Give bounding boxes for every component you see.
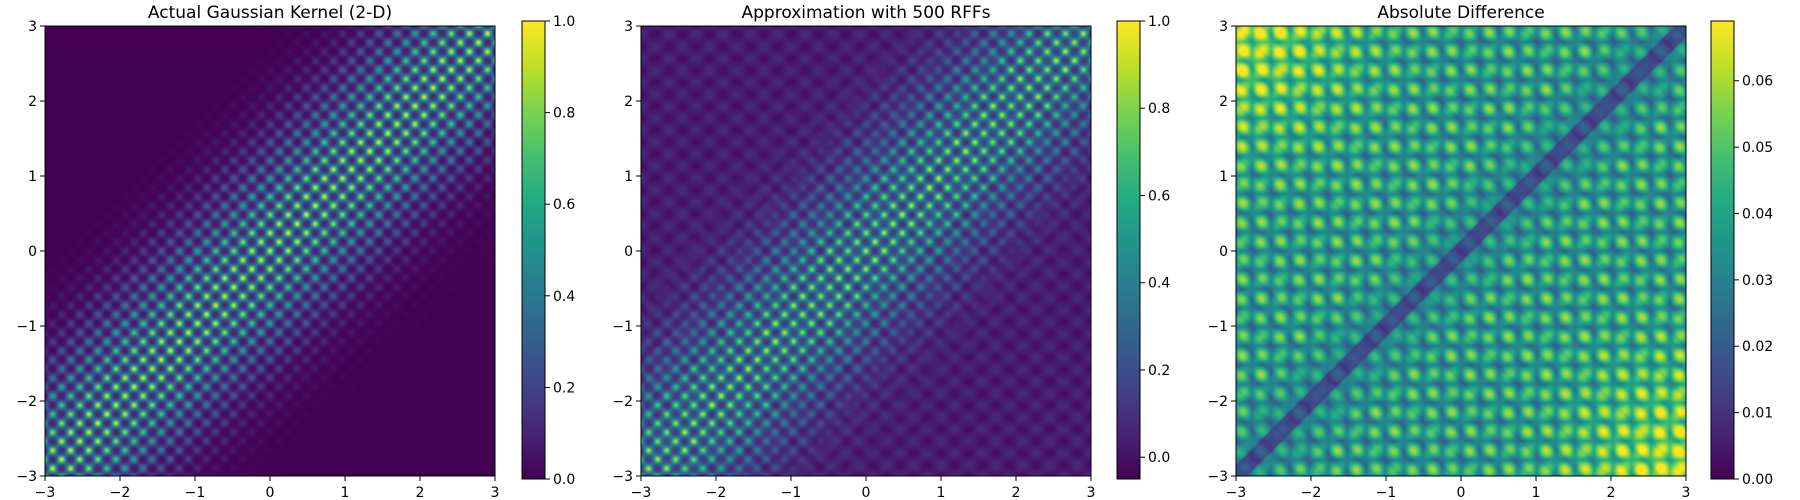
y-tick-label: 0 — [624, 244, 633, 260]
y-tick-label: −2 — [612, 394, 633, 410]
colorbar-tick-label: 1.0 — [553, 14, 575, 30]
chart-title: Actual Gaussian Kernel (2-D) — [148, 3, 392, 23]
colorbar-tick-label: 0.4 — [553, 289, 575, 305]
colorbar-tick-label: 0.01 — [1742, 406, 1773, 422]
chart-title: Absolute Difference — [1377, 3, 1544, 23]
y-tick-label: −3 — [612, 469, 633, 485]
y-tick-label: −1 — [1207, 319, 1228, 335]
x-tick-label: 3 — [491, 485, 500, 500]
colorbar-tick-label: 0.4 — [1148, 276, 1170, 292]
y-tick-label: −1 — [612, 319, 633, 335]
colorbar-tick-label: 0.2 — [1148, 363, 1170, 379]
colorbar-tick-label: 1.0 — [1148, 14, 1170, 30]
x-tick-label: 3 — [1682, 485, 1691, 500]
y-tick-label: −2 — [16, 394, 37, 410]
panel-3: Absolute Difference −3 −2 −1 0 1 2 3 −3 −2 −1 0 1 2 3 0… — [1207, 3, 1773, 500]
y-tick-label: 2 — [28, 94, 37, 110]
x-tick-label: 0 — [266, 485, 275, 500]
colorbar-tick-label: 0.05 — [1742, 140, 1773, 156]
panel-2: Approximation with 500 RFFs −3 −2 −1 0 1 2 3 −3 −… — [612, 3, 1170, 500]
colorbar-tick-label: 0.2 — [553, 380, 575, 396]
x-tick-label: 1 — [1532, 485, 1541, 500]
y-tick-label: −3 — [16, 469, 37, 485]
colorbar-tick-label: 0.0 — [1148, 450, 1170, 466]
y-tick-label: −2 — [1207, 394, 1228, 410]
colorbar — [1116, 20, 1141, 480]
x-tick-label: 2 — [1012, 485, 1021, 500]
colorbar-tick-label: 0.04 — [1742, 206, 1773, 222]
colorbar-tick-label: 0.06 — [1742, 74, 1773, 90]
y-tick-label: 3 — [624, 19, 633, 35]
colorbar — [521, 20, 546, 480]
y-tick-label: 3 — [1219, 19, 1228, 35]
colorbar-tick-label: 0.03 — [1742, 273, 1773, 289]
y-tick-label: 2 — [624, 94, 633, 110]
colorbar-tick-label: 0.00 — [1742, 472, 1773, 488]
panel-1: Actual Gaussian Kernel (2-D) −3 −2 −1 0 1 2 3 −3… — [16, 3, 575, 500]
heatmap-image — [45, 26, 495, 476]
x-tick-label: 0 — [1457, 485, 1466, 500]
x-tick-label: 1 — [341, 485, 350, 500]
y-tick-label: 0 — [1219, 244, 1228, 260]
x-tick-label: 3 — [1087, 485, 1096, 500]
y-tick-label: 1 — [1219, 169, 1228, 185]
x-tick-label: 2 — [416, 485, 425, 500]
x-tick-label: −3 — [1226, 485, 1247, 500]
x-tick-label: 1 — [937, 485, 946, 500]
x-tick-label: −1 — [781, 485, 802, 500]
x-tick-label: −1 — [185, 485, 206, 500]
y-tick-label: 0 — [28, 244, 37, 260]
y-tick-label: 3 — [28, 19, 37, 35]
x-tick-label: −2 — [706, 485, 727, 500]
y-tick-label: −3 — [1207, 469, 1228, 485]
x-tick-label: −1 — [1376, 485, 1397, 500]
heatmap-image — [641, 26, 1091, 476]
heatmap-image — [1236, 26, 1686, 476]
x-tick-label: −3 — [631, 485, 652, 500]
colorbar-tick-label: 0.6 — [1148, 188, 1170, 204]
colorbar-tick-label: 0.02 — [1742, 339, 1773, 355]
x-tick-label: −3 — [35, 485, 56, 500]
colorbar-tick-label: 0.0 — [553, 472, 575, 488]
chart-title: Approximation with 500 RFFs — [742, 3, 991, 23]
y-tick-label: −1 — [16, 319, 37, 335]
x-tick-label: 0 — [862, 485, 871, 500]
colorbar-tick-label: 0.8 — [553, 106, 575, 122]
y-tick-label: 1 — [28, 169, 37, 185]
colorbar-tick-label: 0.6 — [553, 197, 575, 213]
y-tick-label: 1 — [624, 169, 633, 185]
x-tick-label: 2 — [1607, 485, 1616, 500]
x-tick-label: −2 — [110, 485, 131, 500]
colorbar — [1710, 20, 1735, 480]
colorbar-tick-label: 0.8 — [1148, 101, 1170, 117]
y-tick-label: 2 — [1219, 94, 1228, 110]
x-tick-label: −2 — [1301, 485, 1322, 500]
